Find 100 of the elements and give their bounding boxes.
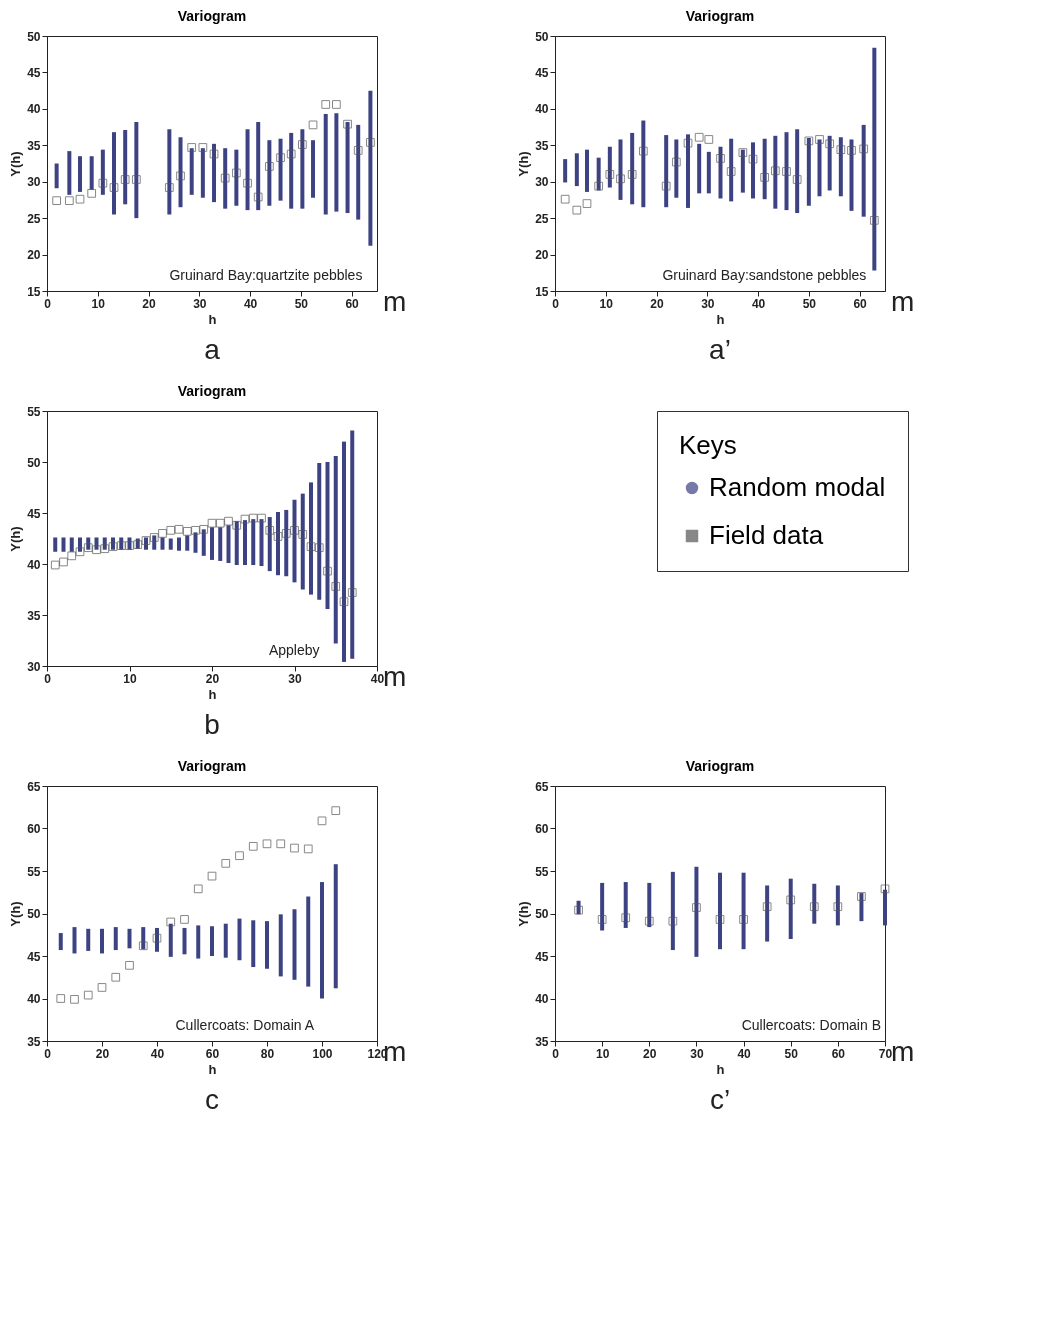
bar xyxy=(306,896,311,987)
point xyxy=(232,168,241,178)
chart-title: Variogram xyxy=(177,383,247,399)
legend-label: Random modal xyxy=(709,472,886,502)
bar xyxy=(729,138,734,202)
bar xyxy=(256,121,261,211)
point xyxy=(306,542,316,552)
text: m xyxy=(383,661,407,692)
x-axis-title: h xyxy=(208,311,217,327)
x-tick-label: 20 xyxy=(142,296,157,311)
point xyxy=(343,119,352,129)
point xyxy=(248,513,258,523)
bar xyxy=(278,914,283,977)
x-tick-label: 60 xyxy=(345,296,360,311)
point xyxy=(321,100,331,109)
y-tick-label: 30 xyxy=(27,175,41,190)
y-tick-label: 60 xyxy=(535,822,549,836)
x-tick-label: 10 xyxy=(599,296,614,311)
point xyxy=(87,189,97,198)
point xyxy=(782,167,791,176)
bar xyxy=(289,132,294,209)
x-tick-label: 0 xyxy=(552,1046,560,1061)
point xyxy=(644,916,654,926)
point xyxy=(331,806,341,816)
y-tick-label: 65 xyxy=(535,779,549,794)
x-tick-label: 20 xyxy=(95,1046,110,1061)
y-tick-label: 45 xyxy=(27,949,41,964)
x-tick-label: 60 xyxy=(853,296,868,311)
bar xyxy=(859,893,864,922)
bar xyxy=(292,499,297,583)
point xyxy=(605,170,615,179)
point xyxy=(792,175,802,184)
bar xyxy=(72,927,77,954)
bar xyxy=(300,493,305,590)
bar xyxy=(686,134,691,208)
x-tick-label: 20 xyxy=(643,1046,657,1061)
point xyxy=(308,120,318,130)
x-tick-label: 40 xyxy=(150,1046,165,1061)
y-tick-label: 25 xyxy=(535,211,549,226)
point xyxy=(98,178,108,188)
bar xyxy=(127,928,132,949)
point xyxy=(638,146,648,156)
y-tick-label: 45 xyxy=(535,949,549,964)
chart-title: Variogram xyxy=(685,758,755,774)
bar xyxy=(223,148,228,209)
point xyxy=(209,149,219,159)
bar xyxy=(762,138,767,200)
bar xyxy=(178,137,183,208)
point xyxy=(235,851,244,861)
point xyxy=(692,903,701,912)
point xyxy=(125,960,134,970)
y-tick-label: 50 xyxy=(535,29,549,44)
y-tick-label: 15 xyxy=(27,284,41,299)
point xyxy=(64,196,74,206)
point xyxy=(97,983,107,992)
bar xyxy=(317,463,322,600)
point xyxy=(276,839,286,849)
point xyxy=(786,895,796,905)
point xyxy=(191,525,200,535)
point xyxy=(67,551,77,561)
point xyxy=(215,518,225,528)
point xyxy=(661,181,671,191)
x-tick-label: 30 xyxy=(690,1046,704,1061)
point xyxy=(131,175,141,184)
y-axis-title: Y(h) xyxy=(8,151,24,177)
point xyxy=(286,149,296,159)
bar xyxy=(835,885,840,926)
point xyxy=(56,994,66,1003)
point xyxy=(75,194,85,204)
bar xyxy=(234,149,239,206)
y-tick-label: 60 xyxy=(27,822,41,836)
chart-title: Variogram xyxy=(685,8,755,24)
bar xyxy=(773,135,778,209)
bar xyxy=(267,517,272,572)
x-tick-label: 50 xyxy=(802,296,817,311)
point xyxy=(166,917,176,927)
point xyxy=(100,544,110,554)
point xyxy=(694,132,704,142)
point xyxy=(187,143,197,152)
x-tick-label: 10 xyxy=(595,1046,610,1061)
point xyxy=(298,140,307,149)
x-tick-label: 40 xyxy=(370,671,385,686)
bar xyxy=(61,537,66,552)
annotation: Cullercoats: Domain B xyxy=(741,1017,881,1033)
y-tick-label: 55 xyxy=(535,864,549,879)
bar xyxy=(251,920,256,968)
bar xyxy=(177,537,181,551)
bar xyxy=(200,148,205,198)
point xyxy=(833,902,843,912)
y-tick-label: 20 xyxy=(27,248,41,263)
point xyxy=(332,100,341,109)
point xyxy=(616,174,625,184)
point xyxy=(174,524,184,534)
point xyxy=(582,199,592,208)
y-tick-label: 45 xyxy=(27,506,41,521)
bar xyxy=(223,923,228,958)
annotation: Appleby xyxy=(268,642,320,658)
x-tick-label: 40 xyxy=(737,1046,752,1061)
point xyxy=(880,884,890,894)
point xyxy=(290,843,299,853)
